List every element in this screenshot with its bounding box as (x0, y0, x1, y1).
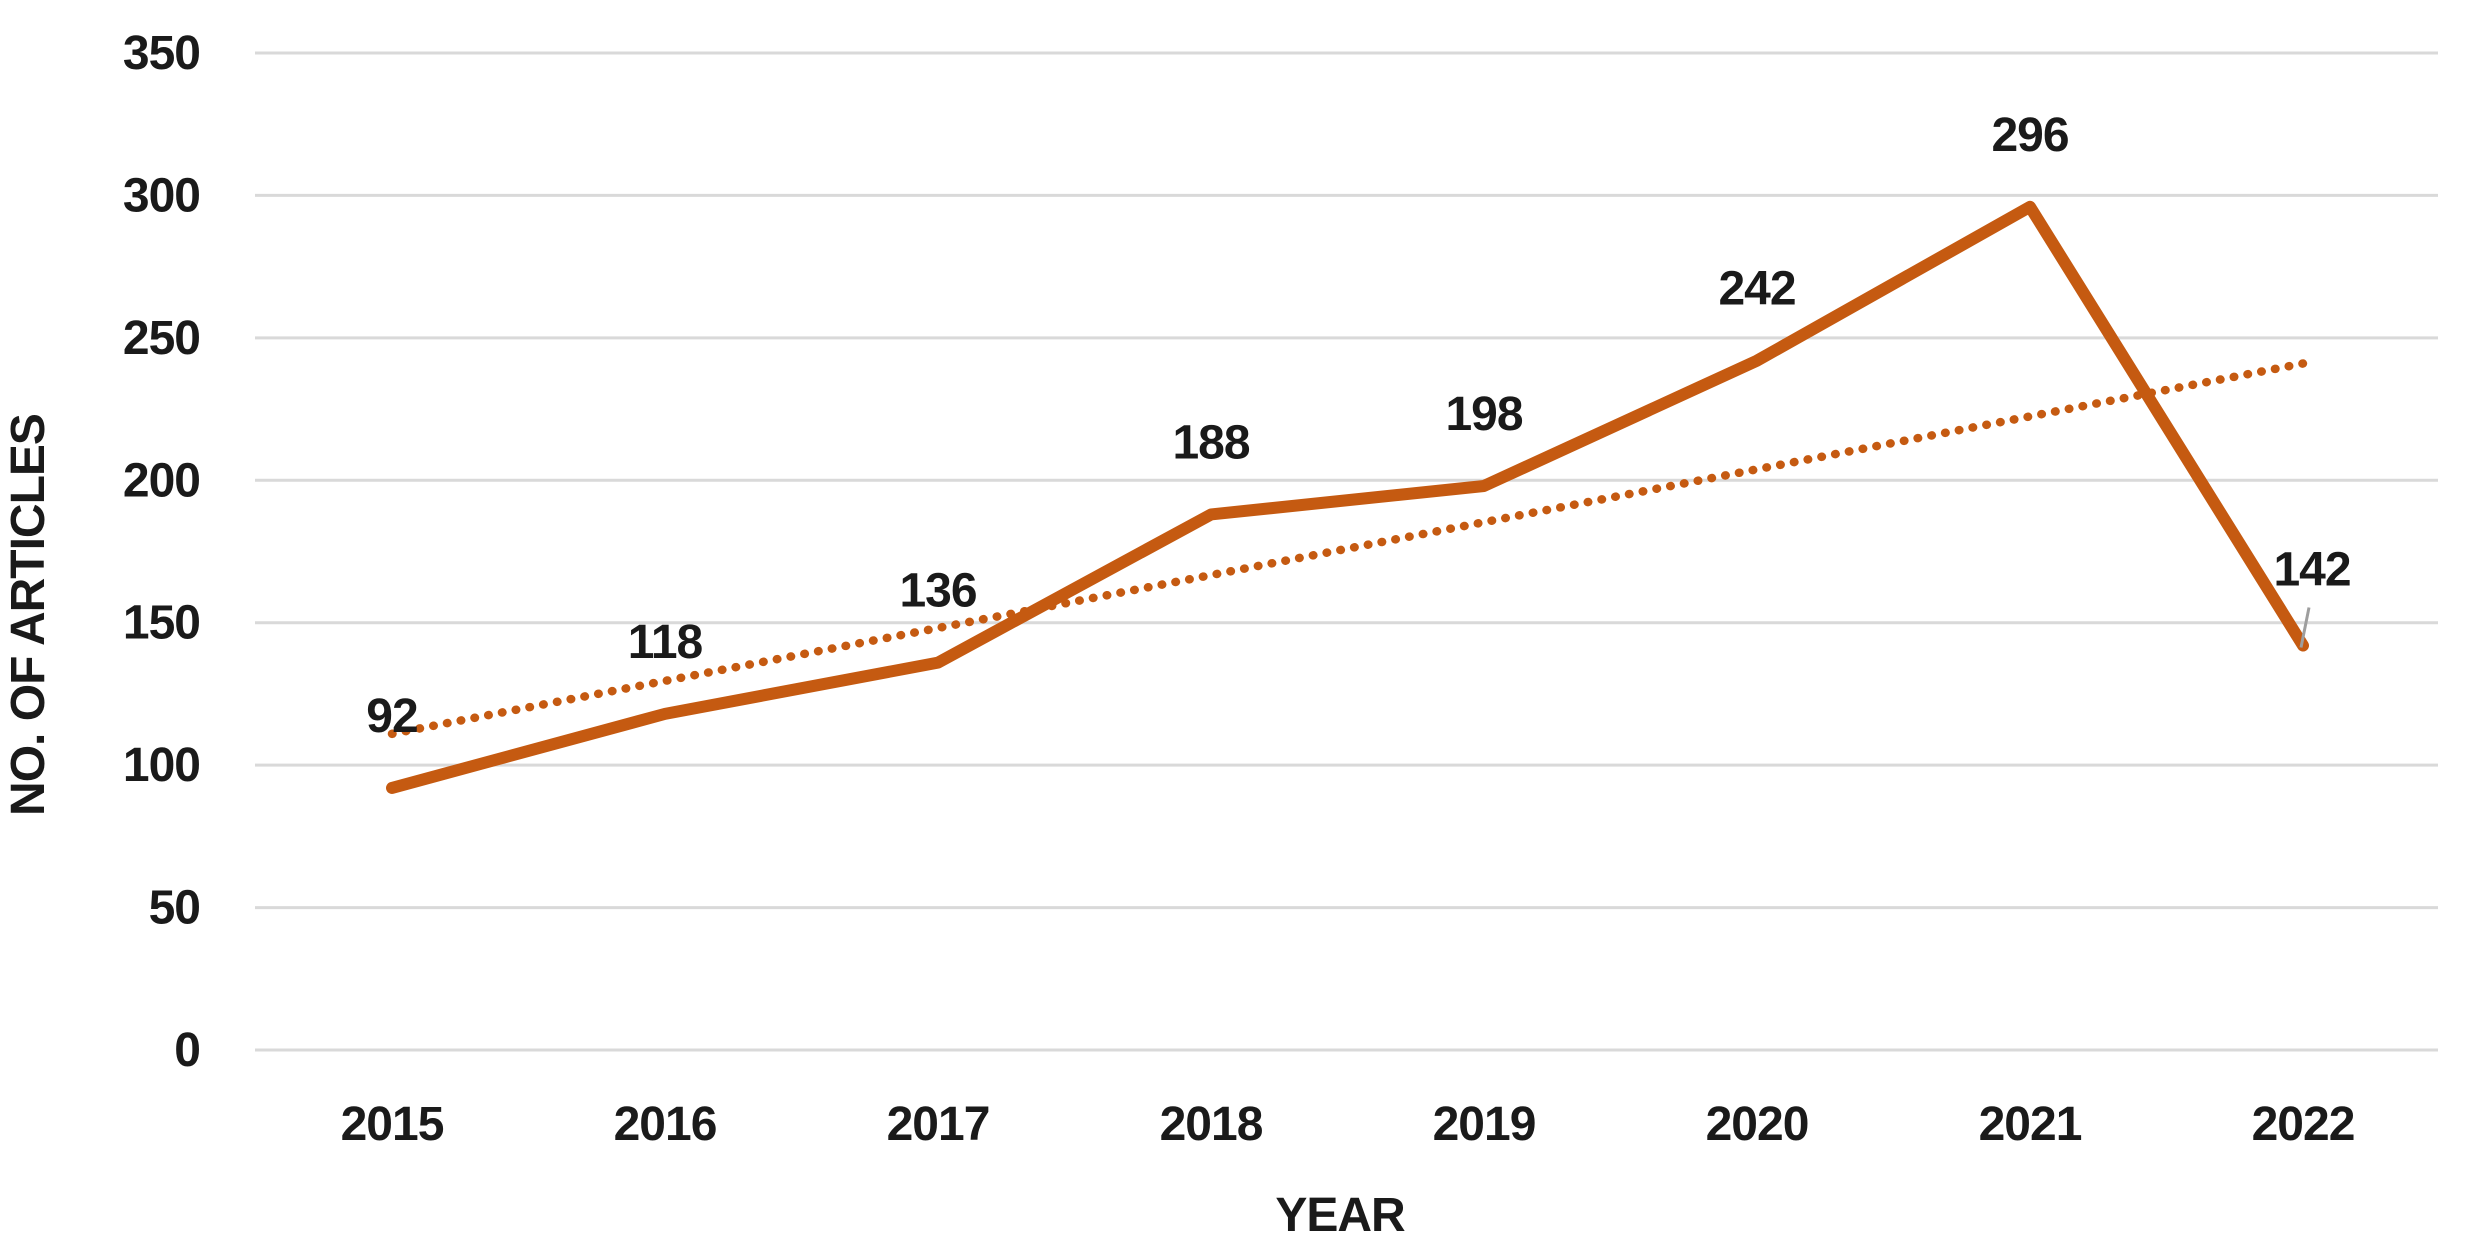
data-label-2021: 296 (1991, 109, 2068, 162)
data-label-leader-line (2299, 607, 2311, 648)
articles-series-line (386, 200, 2309, 794)
y-axis-title: NO. OF ARTICLES (2, 414, 55, 816)
x-axis-tick-labels: 2015 2016 2017 2018 2019 2020 2021 2022 (341, 1098, 2356, 1151)
x-tick-label-2021: 2021 (1979, 1098, 2082, 1151)
y-tick-label-250: 250 (123, 312, 200, 365)
x-tick-label-2018: 2018 (1160, 1098, 1263, 1151)
x-tick-label-2015: 2015 (341, 1098, 444, 1151)
dotted-trendline (387, 359, 2308, 739)
x-tick-label-2019: 2019 (1433, 1098, 1536, 1151)
articles-line (386, 200, 2309, 794)
data-label-2018: 188 (1172, 416, 1249, 469)
y-tick-label-50: 50 (149, 882, 200, 935)
x-axis-title: YEAR (1275, 1189, 1405, 1242)
x-tick-label-2016: 2016 (614, 1098, 717, 1151)
x-tick-label-2020: 2020 (1706, 1098, 1809, 1151)
y-tick-label-100: 100 (123, 739, 200, 792)
data-label-2016: 118 (628, 616, 703, 669)
y-tick-label-200: 200 (123, 454, 200, 507)
data-labels: 92 118 136 188 198 242 296 142 (366, 109, 2351, 743)
data-label-2017: 136 (899, 565, 976, 618)
data-label-2020: 242 (1718, 263, 1795, 316)
y-tick-label-300: 300 (123, 169, 200, 222)
data-label-2022: 142 (2273, 544, 2350, 597)
x-tick-label-2022: 2022 (2252, 1098, 2355, 1151)
data-label-2019: 198 (1445, 388, 1522, 441)
gridlines (255, 51, 2438, 1052)
y-axis-tick-labels: 350 300 250 200 150 100 50 0 (123, 27, 201, 1077)
x-tick-label-2017: 2017 (887, 1098, 990, 1151)
y-tick-label-0: 0 (174, 1024, 200, 1077)
data-label-2015: 92 (366, 690, 417, 743)
y-tick-label-350: 350 (123, 27, 200, 80)
trendline-dotted-line (387, 359, 2308, 739)
y-tick-label-150: 150 (123, 597, 200, 650)
